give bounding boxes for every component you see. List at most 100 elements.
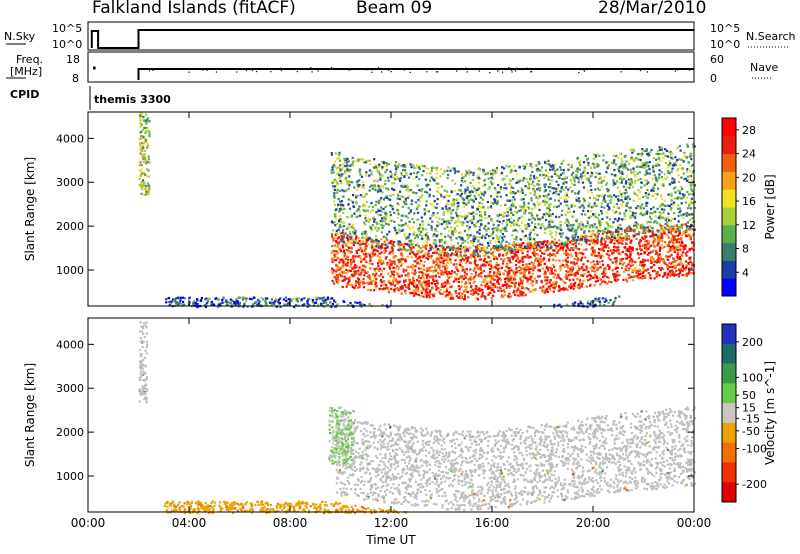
data-cell — [542, 290, 545, 293]
data-cell — [555, 174, 559, 177]
data-cell — [417, 293, 420, 296]
data-cell — [330, 153, 334, 156]
data-cell — [510, 169, 513, 172]
data-cell — [380, 284, 383, 287]
data-cell — [409, 245, 412, 248]
data-cell — [461, 269, 464, 272]
data-cell — [568, 270, 571, 273]
data-cell — [570, 253, 573, 256]
data-cell — [682, 213, 685, 216]
data-cell — [491, 182, 494, 186]
data-cell — [690, 154, 693, 157]
data-cell — [648, 215, 652, 218]
data-cell — [614, 273, 618, 276]
data-cell — [541, 288, 544, 291]
data-cell — [568, 274, 571, 277]
data-cell — [371, 224, 375, 227]
data-cell — [522, 248, 525, 252]
data-cell — [494, 188, 497, 191]
data-cell — [411, 243, 414, 246]
data-cell — [472, 281, 475, 284]
data-cell — [576, 236, 579, 239]
data-cell — [430, 169, 433, 172]
data-cell — [427, 223, 430, 226]
data-cell — [578, 168, 582, 171]
data-cell — [411, 247, 414, 250]
data-cell — [352, 267, 355, 270]
data-cell — [509, 261, 512, 264]
data-cell — [333, 276, 336, 279]
data-cell — [547, 285, 550, 288]
data-cell — [341, 167, 344, 170]
data-cell — [376, 243, 379, 246]
data-cell — [658, 259, 661, 262]
data-cell — [434, 228, 437, 231]
data-cell — [567, 195, 570, 198]
data-cell — [581, 266, 584, 269]
data-cell — [420, 292, 423, 295]
data-cell — [472, 211, 475, 214]
data-cell — [638, 268, 641, 271]
data-cell — [580, 259, 583, 262]
data-cell — [414, 191, 417, 194]
data-cell — [574, 246, 577, 249]
data-cell — [530, 290, 533, 293]
data-cell — [385, 284, 388, 287]
data-cell — [365, 240, 368, 243]
data-cell — [422, 227, 425, 230]
data-cell — [647, 272, 650, 275]
data-cell — [666, 233, 669, 236]
data-cell — [675, 273, 678, 276]
data-cell — [446, 273, 449, 276]
data-cell — [493, 278, 496, 281]
data-cell — [680, 168, 683, 171]
data-cell — [363, 161, 366, 164]
data-cell — [331, 244, 334, 248]
data-cell — [469, 261, 473, 265]
data-cell — [346, 234, 349, 237]
data-cell — [432, 278, 435, 281]
data-cell — [418, 196, 422, 199]
data-cell — [436, 272, 440, 275]
data-cell — [680, 187, 684, 191]
data-cell — [676, 253, 679, 256]
data-cell — [577, 278, 581, 281]
data-cell — [400, 224, 403, 227]
data-cell — [669, 226, 672, 229]
data-cell — [594, 237, 597, 240]
data-cell — [530, 275, 533, 278]
data-cell — [337, 228, 340, 231]
data-cell — [655, 152, 658, 155]
data-cell — [455, 254, 458, 257]
data-cell — [548, 220, 551, 223]
data-cell — [533, 242, 536, 245]
data-cell — [484, 236, 487, 240]
data-cell — [395, 283, 398, 286]
data-cell — [688, 249, 691, 252]
data-cell — [412, 285, 416, 288]
data-cell — [331, 235, 334, 238]
data-cell — [374, 286, 377, 289]
data-cell — [619, 262, 622, 265]
data-cell — [670, 194, 673, 197]
data-cell — [647, 230, 650, 233]
nave-dot — [189, 68, 191, 70]
data-cell — [339, 179, 342, 182]
data-cell — [436, 198, 439, 201]
nave-dot — [646, 71, 648, 73]
data-cell — [516, 242, 520, 245]
data-cell — [639, 205, 642, 208]
data-cell — [670, 207, 673, 210]
data-cell — [367, 238, 370, 241]
data-cell — [424, 233, 428, 236]
data-cell — [652, 244, 655, 247]
data-cell — [682, 172, 685, 175]
data-cell — [344, 277, 347, 280]
data-cell — [576, 259, 579, 262]
data-cell — [409, 209, 412, 212]
data-cell — [421, 285, 424, 288]
data-cell — [678, 241, 681, 244]
data-cell — [553, 172, 556, 175]
data-cell — [487, 177, 490, 180]
data-cell — [605, 171, 608, 174]
